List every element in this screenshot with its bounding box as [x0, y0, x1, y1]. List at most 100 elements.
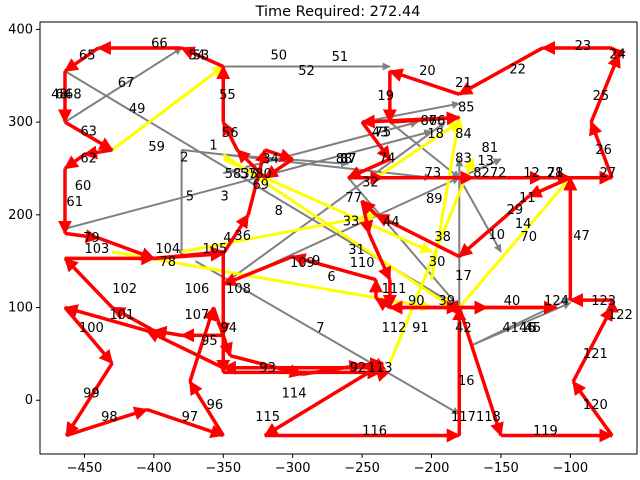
gray-edge-1 — [64, 47, 183, 123]
node-label-62: 62 — [80, 151, 97, 166]
route-edge-83 — [63, 306, 114, 365]
node-label-120: 120 — [583, 398, 608, 413]
node-label-70: 70 — [520, 230, 537, 245]
route-edge-1 — [65, 406, 149, 438]
y-tick-label-2: 100 — [8, 301, 33, 316]
node-label-57: 57 — [240, 167, 257, 182]
route-edge-23 — [610, 46, 626, 62]
route-edge-75 — [97, 236, 156, 261]
node-label-123: 123 — [591, 294, 616, 309]
y-tick-label-5: 400 — [8, 22, 33, 37]
node-label-82: 82 — [473, 166, 490, 181]
node-label-93: 93 — [259, 361, 276, 376]
node-label-86: 86 — [420, 114, 437, 129]
route-edge-74 — [64, 229, 100, 244]
node-label-36: 36 — [234, 229, 251, 244]
node-label-84: 84 — [455, 127, 472, 142]
plot-frame — [39, 21, 638, 455]
route-edge-13 — [457, 306, 504, 437]
node-label-50: 50 — [271, 48, 288, 63]
node-label-37: 37 — [340, 152, 357, 167]
node-label-49: 49 — [129, 102, 146, 117]
gray-edge-10 — [361, 100, 461, 124]
node-label-29: 29 — [507, 203, 524, 218]
route-edge-10 — [263, 369, 373, 437]
node-label-51: 51 — [332, 50, 349, 65]
x-axis-ticks: −450 −400 −350 −300 −250 −200 −150 −100 — [67, 454, 588, 476]
node-label-83: 83 — [455, 151, 472, 166]
x-tick-label-4: −300 — [275, 461, 311, 476]
node-label-43: 43 — [372, 125, 389, 140]
route-edge-66 — [180, 46, 224, 69]
node-label-110: 110 — [350, 256, 375, 271]
node-label-113: 113 — [368, 361, 393, 376]
node-label-17: 17 — [455, 269, 472, 284]
node-label-107: 107 — [184, 308, 209, 323]
node-label-33: 33 — [343, 214, 360, 229]
x-tick-label-6: −200 — [414, 461, 450, 476]
node-label-40: 40 — [504, 294, 521, 309]
route-edge-61 — [264, 148, 295, 162]
node-label-94: 94 — [221, 321, 238, 336]
node-label-16: 16 — [458, 374, 475, 389]
node-label-91: 91 — [412, 321, 429, 336]
route-edge-51 — [221, 254, 294, 287]
route-edge-2 — [146, 407, 225, 439]
yellow-edge-4 — [222, 153, 454, 309]
gray-edge-15 — [222, 121, 447, 286]
node-label-13: 13 — [477, 154, 494, 169]
node-label-124: 124 — [544, 294, 569, 309]
route-edge-48 — [374, 296, 391, 312]
route-edge-26 — [388, 68, 460, 96]
node-label-90: 90 — [408, 294, 425, 309]
node-label-4: 4 — [223, 231, 231, 246]
node-label-104: 104 — [155, 242, 180, 257]
node-label-35: 35 — [241, 167, 258, 182]
route-edge-70 — [64, 120, 114, 152]
node-label-19: 19 — [377, 89, 394, 104]
route-edge-30 — [360, 121, 392, 161]
route-edge-50 — [291, 253, 377, 282]
node-label-24: 24 — [609, 47, 626, 62]
route-edge-84 — [64, 362, 114, 437]
node-label-15: 15 — [520, 321, 537, 336]
node-label-92: 92 — [350, 361, 367, 376]
node-label-117: 117 — [451, 410, 476, 425]
route-edge-76 — [153, 246, 225, 261]
y-tick-label-3: 200 — [8, 208, 33, 223]
node-label-77: 77 — [345, 191, 362, 206]
node-label-100: 100 — [79, 321, 104, 336]
node-label-80: 80 — [255, 167, 272, 182]
node-label-59: 59 — [148, 140, 165, 155]
node-label-42: 42 — [455, 321, 472, 336]
route-edge-4 — [188, 306, 217, 383]
node-label-21: 21 — [455, 76, 472, 91]
node-label-102: 102 — [112, 282, 137, 297]
route-edge-15 — [571, 380, 614, 437]
node-label-69: 69 — [252, 178, 269, 193]
x-tick-label-1: −450 — [67, 461, 103, 476]
node-label-106: 106 — [184, 282, 209, 297]
node-label-54: 54 — [189, 48, 206, 63]
route-edge-59 — [221, 213, 250, 255]
node-label-32: 32 — [362, 175, 379, 190]
node-label-85: 85 — [458, 100, 475, 115]
node-label-63: 63 — [80, 124, 97, 139]
node-label-25: 25 — [593, 89, 610, 104]
x-tick-label-2: −400 — [136, 461, 172, 476]
node-label-47: 47 — [573, 229, 590, 244]
node-label-71: 71 — [547, 166, 564, 181]
node-label-9: 9 — [312, 254, 320, 269]
node-label-88: 88 — [336, 152, 353, 167]
node-label-39: 39 — [439, 294, 456, 309]
route-edge-22 — [589, 53, 621, 123]
route-edge-41 — [367, 232, 392, 281]
node-label-7: 7 — [316, 321, 324, 336]
node-label-28: 28 — [547, 166, 564, 181]
node-label-1: 1 — [209, 138, 217, 153]
node-label-76: 76 — [429, 114, 446, 129]
node-label-121: 121 — [583, 347, 608, 362]
node-label-52: 52 — [298, 64, 315, 79]
node-label-41: 41 — [502, 321, 519, 336]
